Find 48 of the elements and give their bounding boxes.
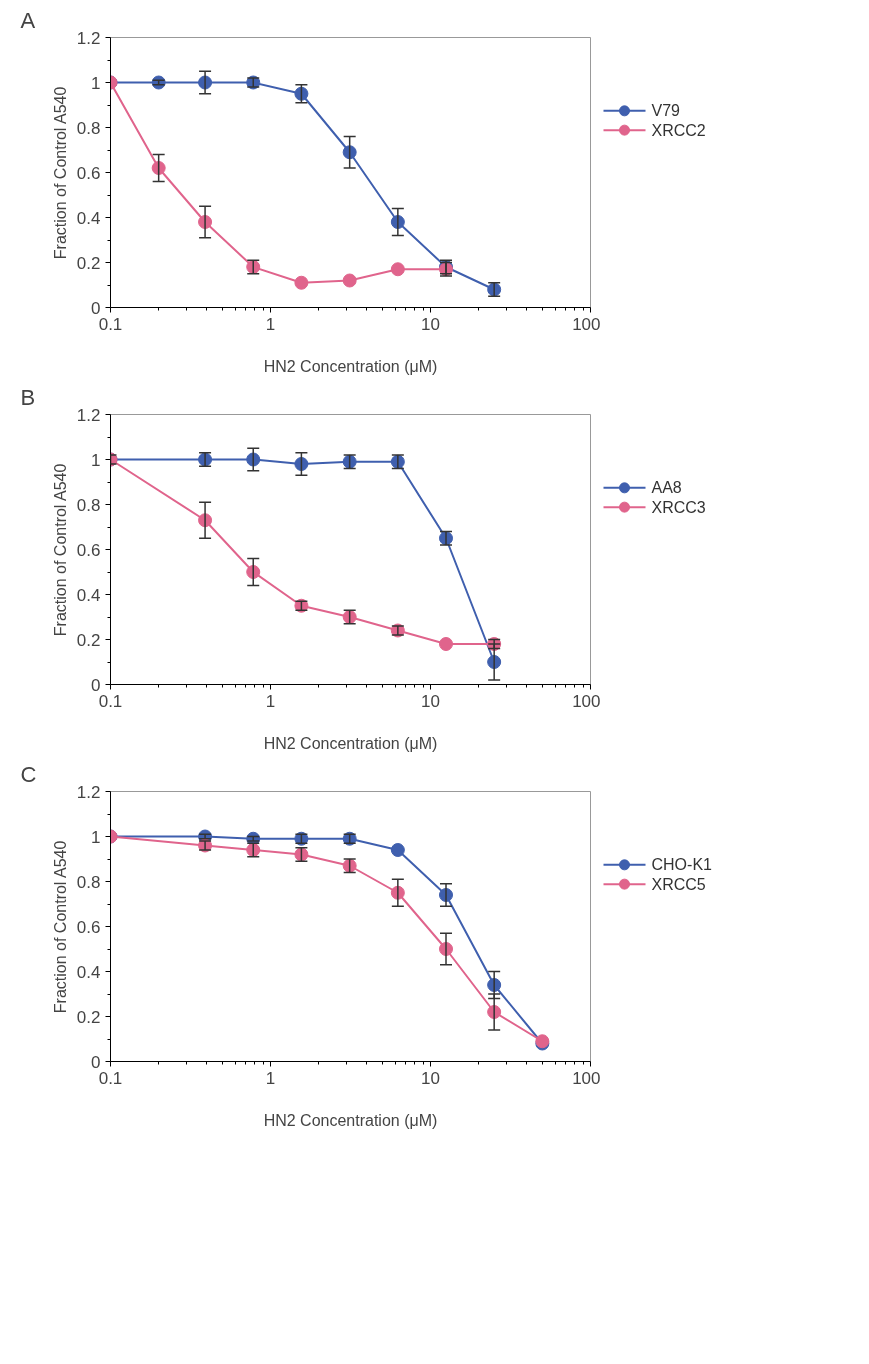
y-axis-title: Fraction of Control A540 xyxy=(51,463,69,637)
x-tick-label: 1 xyxy=(265,314,276,334)
y-tick-label: 0 xyxy=(91,1052,101,1072)
y-tick-label: 0.6 xyxy=(76,917,101,937)
legend-label: XRCC3 xyxy=(651,498,706,516)
y-tick-label: 1 xyxy=(91,827,101,847)
text: C xyxy=(20,761,37,787)
legend-label: AA8 xyxy=(651,479,682,497)
y-axis-title: Fraction of Control A540 xyxy=(51,86,69,260)
y-tick-label: 1.2 xyxy=(76,782,101,802)
y-tick-label: 0 xyxy=(91,675,101,695)
y-tick-label: 1 xyxy=(91,450,101,470)
y-tick-label: 0.2 xyxy=(76,1007,101,1027)
y-tick-label: 0.8 xyxy=(76,118,101,138)
y-tick-label: 0.6 xyxy=(76,540,101,560)
y-tick-label: 0.2 xyxy=(76,630,101,650)
x-tick-label: 10 xyxy=(421,691,440,711)
x-tick-label: 0.1 xyxy=(98,691,123,711)
y-tick-label: 1 xyxy=(91,73,101,93)
x-tick-label: 100 xyxy=(572,1068,601,1088)
x-axis-title: HN2 Concentration (μM) xyxy=(263,357,438,375)
x-axis-title: HN2 Concentration (μM) xyxy=(263,734,438,752)
y-tick-label: 0.8 xyxy=(76,495,101,515)
x-tick-label: 0.1 xyxy=(98,1068,123,1088)
legend-label: CHO-K1 xyxy=(651,856,713,874)
y-tick-label: 0.4 xyxy=(76,962,101,982)
legend-label: V79 xyxy=(651,102,681,120)
y-axis-title: Fraction of Control A540 xyxy=(51,840,69,1014)
y-tick-label: 0.4 xyxy=(76,585,101,605)
y-tick-label: 0.6 xyxy=(76,163,101,183)
y-tick-label: 1.2 xyxy=(76,405,101,425)
y-tick-label: 0.4 xyxy=(76,208,101,228)
x-tick-label: 10 xyxy=(421,1068,440,1088)
x-tick-label: 100 xyxy=(572,314,601,334)
x-axis-title: HN2 Concentration (μM) xyxy=(263,1111,438,1129)
x-tick-label: 1 xyxy=(265,691,276,711)
y-tick-label: 0.8 xyxy=(76,872,101,892)
text: A xyxy=(20,7,36,33)
text: B xyxy=(20,384,36,410)
x-tick-label: 100 xyxy=(572,691,601,711)
x-tick-label: 1 xyxy=(265,1068,276,1088)
y-tick-label: 0 xyxy=(91,298,101,318)
y-tick-label: 1.2 xyxy=(76,28,101,48)
legend-label: XRCC2 xyxy=(651,121,706,139)
x-tick-label: 10 xyxy=(421,314,440,334)
legend-label: XRCC5 xyxy=(651,875,706,893)
x-tick-label: 0.1 xyxy=(98,314,123,334)
y-tick-label: 0.2 xyxy=(76,253,101,273)
